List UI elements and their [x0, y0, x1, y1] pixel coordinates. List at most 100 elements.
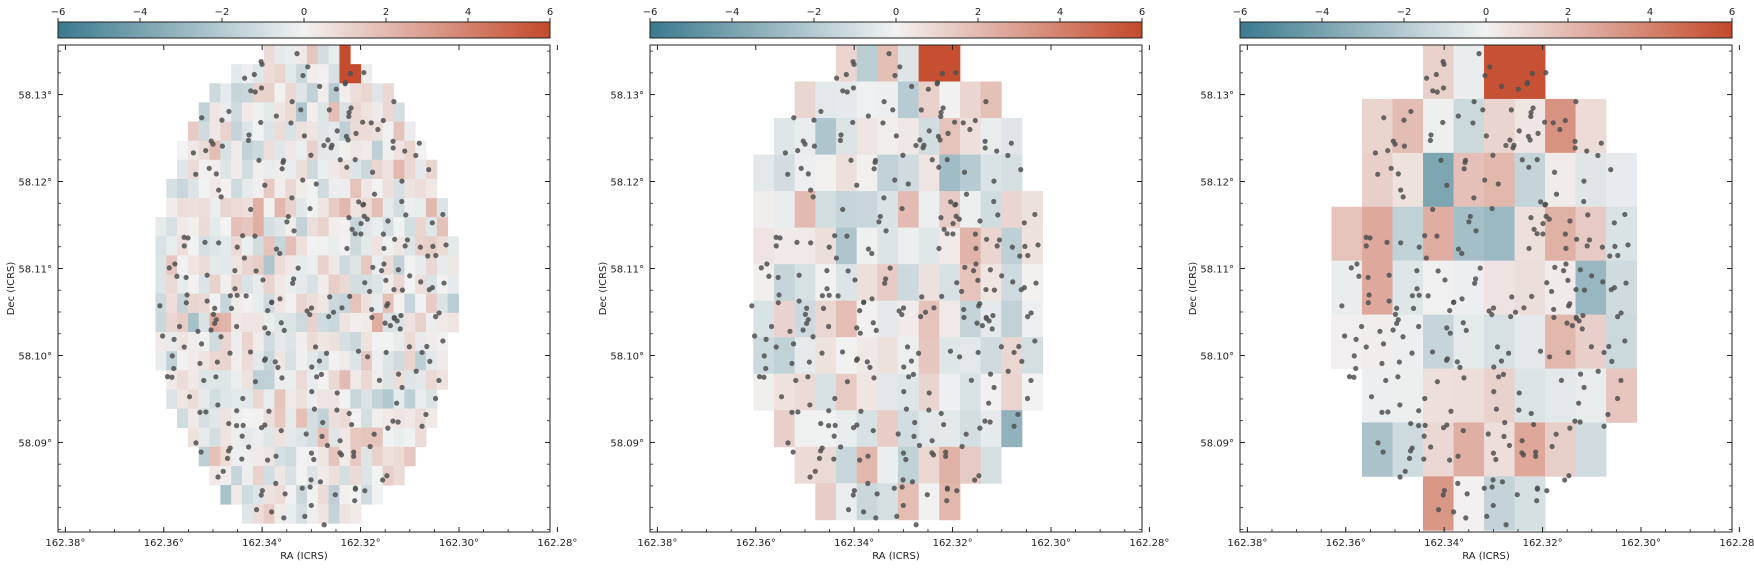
heatmap-cell — [317, 45, 329, 65]
source-point — [787, 328, 793, 334]
heatmap-cell — [426, 312, 438, 333]
source-point — [307, 311, 313, 318]
source-point — [919, 294, 925, 300]
source-point — [390, 418, 396, 424]
heatmap-cell — [361, 159, 373, 180]
heatmap-cell — [939, 45, 961, 82]
source-point — [1464, 491, 1470, 497]
source-point — [1512, 309, 1519, 315]
source-point — [1552, 264, 1558, 270]
source-point — [234, 292, 240, 298]
heatmap-cell — [1423, 422, 1454, 477]
source-point — [812, 468, 818, 474]
heatmap-cell — [220, 198, 232, 218]
source-point — [882, 280, 888, 286]
heatmap-cell — [263, 274, 275, 295]
source-point — [275, 364, 281, 370]
heatmap-cell — [220, 312, 232, 333]
source-point — [994, 243, 1000, 249]
scatter-points — [157, 51, 449, 528]
source-point — [881, 195, 887, 201]
source-point — [1422, 422, 1428, 429]
source-point — [277, 296, 283, 302]
source-point — [269, 299, 275, 305]
heatmap-cell — [897, 300, 920, 338]
colorbar-tick-label: −6 — [1233, 7, 1248, 18]
heatmap-cell — [918, 410, 940, 448]
source-point — [806, 359, 812, 365]
heatmap-cell — [404, 370, 416, 390]
source-point — [802, 141, 808, 147]
heatmap-cell — [794, 373, 816, 411]
heatmap-cell — [339, 446, 351, 467]
source-point — [395, 267, 401, 273]
source-point — [1486, 308, 1492, 314]
heatmap-cell — [274, 274, 286, 295]
heatmap-cell — [328, 236, 340, 256]
source-point — [213, 171, 219, 177]
source-point — [934, 81, 940, 87]
source-point — [280, 159, 286, 166]
source-point — [1377, 328, 1383, 334]
heatmap-cell — [350, 331, 362, 352]
heatmap-cell — [426, 331, 438, 352]
heatmap-cells — [1331, 45, 1637, 531]
source-point — [840, 206, 846, 213]
colorbar-tick-label: 4 — [1057, 7, 1063, 18]
source-point — [869, 250, 875, 257]
heatmap-cell — [317, 351, 329, 371]
source-point — [387, 323, 393, 329]
heatmap-cell — [242, 102, 254, 122]
heatmap-cell — [220, 217, 232, 237]
heatmap-cell — [404, 255, 416, 275]
heatmap-cell — [1545, 260, 1576, 315]
source-point — [290, 280, 296, 286]
source-point — [908, 358, 915, 364]
source-point — [1496, 374, 1502, 380]
heatmap-cell — [242, 408, 254, 429]
colorbar-tick-label: 0 — [1483, 7, 1489, 18]
heatmap-cell — [220, 331, 232, 352]
heatmap-cell — [306, 83, 319, 103]
heatmap-cell — [296, 236, 308, 256]
source-point — [785, 440, 791, 446]
source-point — [197, 360, 203, 367]
source-point — [832, 395, 838, 402]
heatmap-cell — [753, 191, 775, 229]
heatmap-cell — [835, 45, 858, 82]
heatmap-cell — [231, 64, 243, 84]
heatmap-cell — [426, 159, 438, 180]
heatmap-cell — [1021, 300, 1044, 338]
colorbar-tick-label: 0 — [301, 7, 307, 18]
source-point — [968, 377, 975, 383]
heatmap-cell — [361, 102, 373, 122]
heatmap-cell — [393, 389, 405, 409]
heatmap-cell — [1001, 154, 1023, 192]
source-point — [773, 344, 779, 350]
source-point — [1528, 113, 1534, 120]
source-point — [917, 137, 923, 143]
source-point — [395, 371, 402, 377]
source-point — [234, 323, 240, 330]
heatmap-cell — [794, 227, 816, 265]
source-point — [854, 422, 860, 428]
heatmap-cell — [166, 255, 178, 275]
source-point — [911, 433, 917, 439]
source-point — [1489, 205, 1495, 212]
heatmap-cell — [382, 102, 394, 122]
source-point — [1501, 433, 1507, 439]
source-point — [1425, 293, 1431, 299]
heatmap-cell — [1575, 368, 1607, 423]
source-point — [380, 231, 386, 237]
heatmap-cell — [274, 83, 286, 103]
source-point — [356, 199, 362, 205]
heatmap-cell — [274, 217, 286, 237]
source-point — [873, 515, 879, 521]
heatmap-cell — [209, 159, 221, 180]
source-point — [891, 485, 897, 491]
source-point — [184, 292, 190, 298]
heatmap-cell — [306, 178, 319, 199]
heatmap-cell — [404, 140, 416, 161]
source-point — [838, 132, 844, 138]
heatmap-cell — [350, 83, 362, 103]
